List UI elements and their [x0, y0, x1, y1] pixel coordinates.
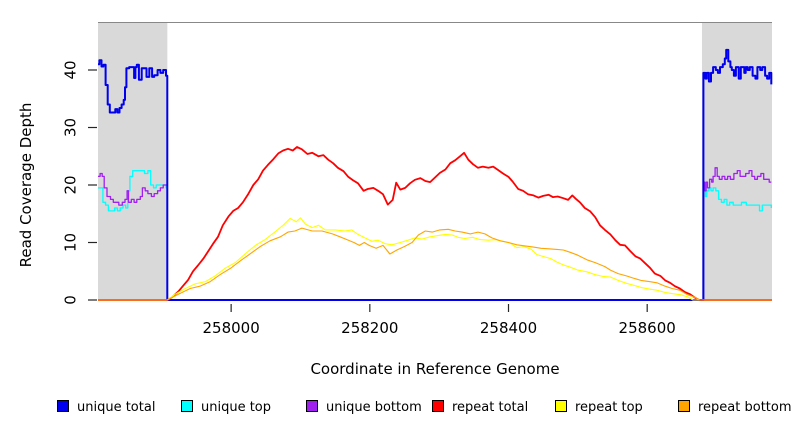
series-unique-total	[98, 48, 773, 301]
legend: unique total unique top unique bottom re…	[0, 398, 792, 422]
legend-item-unique-bottom: unique bottom	[306, 400, 422, 416]
series-repeat-total	[98, 146, 772, 301]
repeat-top-swatch-icon	[555, 400, 567, 412]
series-unique-top	[98, 169, 772, 301]
legend-label: unique bottom	[326, 400, 422, 415]
series-repeat-top	[98, 217, 772, 301]
y-tick-label: 30	[61, 118, 79, 137]
repeat-bottom-swatch-icon	[678, 400, 690, 412]
repeat-total-swatch-icon	[432, 400, 444, 412]
legend-label: unique total	[77, 400, 156, 415]
y-axis-title: Read Coverage Depth	[17, 102, 35, 268]
legend-label: repeat top	[575, 400, 643, 415]
masked-region	[701, 22, 772, 301]
x-tick-label: 258200	[341, 319, 398, 337]
legend-item-unique-total: unique total	[57, 400, 155, 416]
x-tick-label: 258600	[619, 319, 676, 337]
y-tick-label: 0	[61, 295, 79, 305]
legend-item-repeat-top: repeat top	[555, 400, 643, 416]
legend-item-repeat-total: repeat total	[432, 400, 528, 416]
legend-label: repeat bottom	[698, 400, 792, 415]
series-repeat-bottom	[98, 227, 772, 301]
x-axis-title: Coordinate in Reference Genome	[310, 360, 560, 378]
y-tick-label: 40	[61, 60, 79, 79]
unique-top-swatch-icon	[181, 400, 193, 412]
legend-label: unique top	[201, 400, 272, 415]
series-unique-bottom	[98, 167, 772, 301]
y-tick-label: 20	[61, 175, 79, 194]
x-tick-label: 258400	[480, 319, 537, 337]
unique-total-swatch-icon	[57, 400, 69, 412]
unique-bottom-swatch-icon	[306, 400, 318, 412]
x-tick-label: 258000	[203, 319, 260, 337]
legend-label: repeat total	[452, 400, 529, 415]
legend-item-repeat-bottom: repeat bottom	[678, 400, 792, 416]
y-tick-label: 10	[61, 233, 79, 252]
masked-region	[98, 22, 168, 301]
legend-item-unique-top: unique top	[181, 400, 271, 416]
